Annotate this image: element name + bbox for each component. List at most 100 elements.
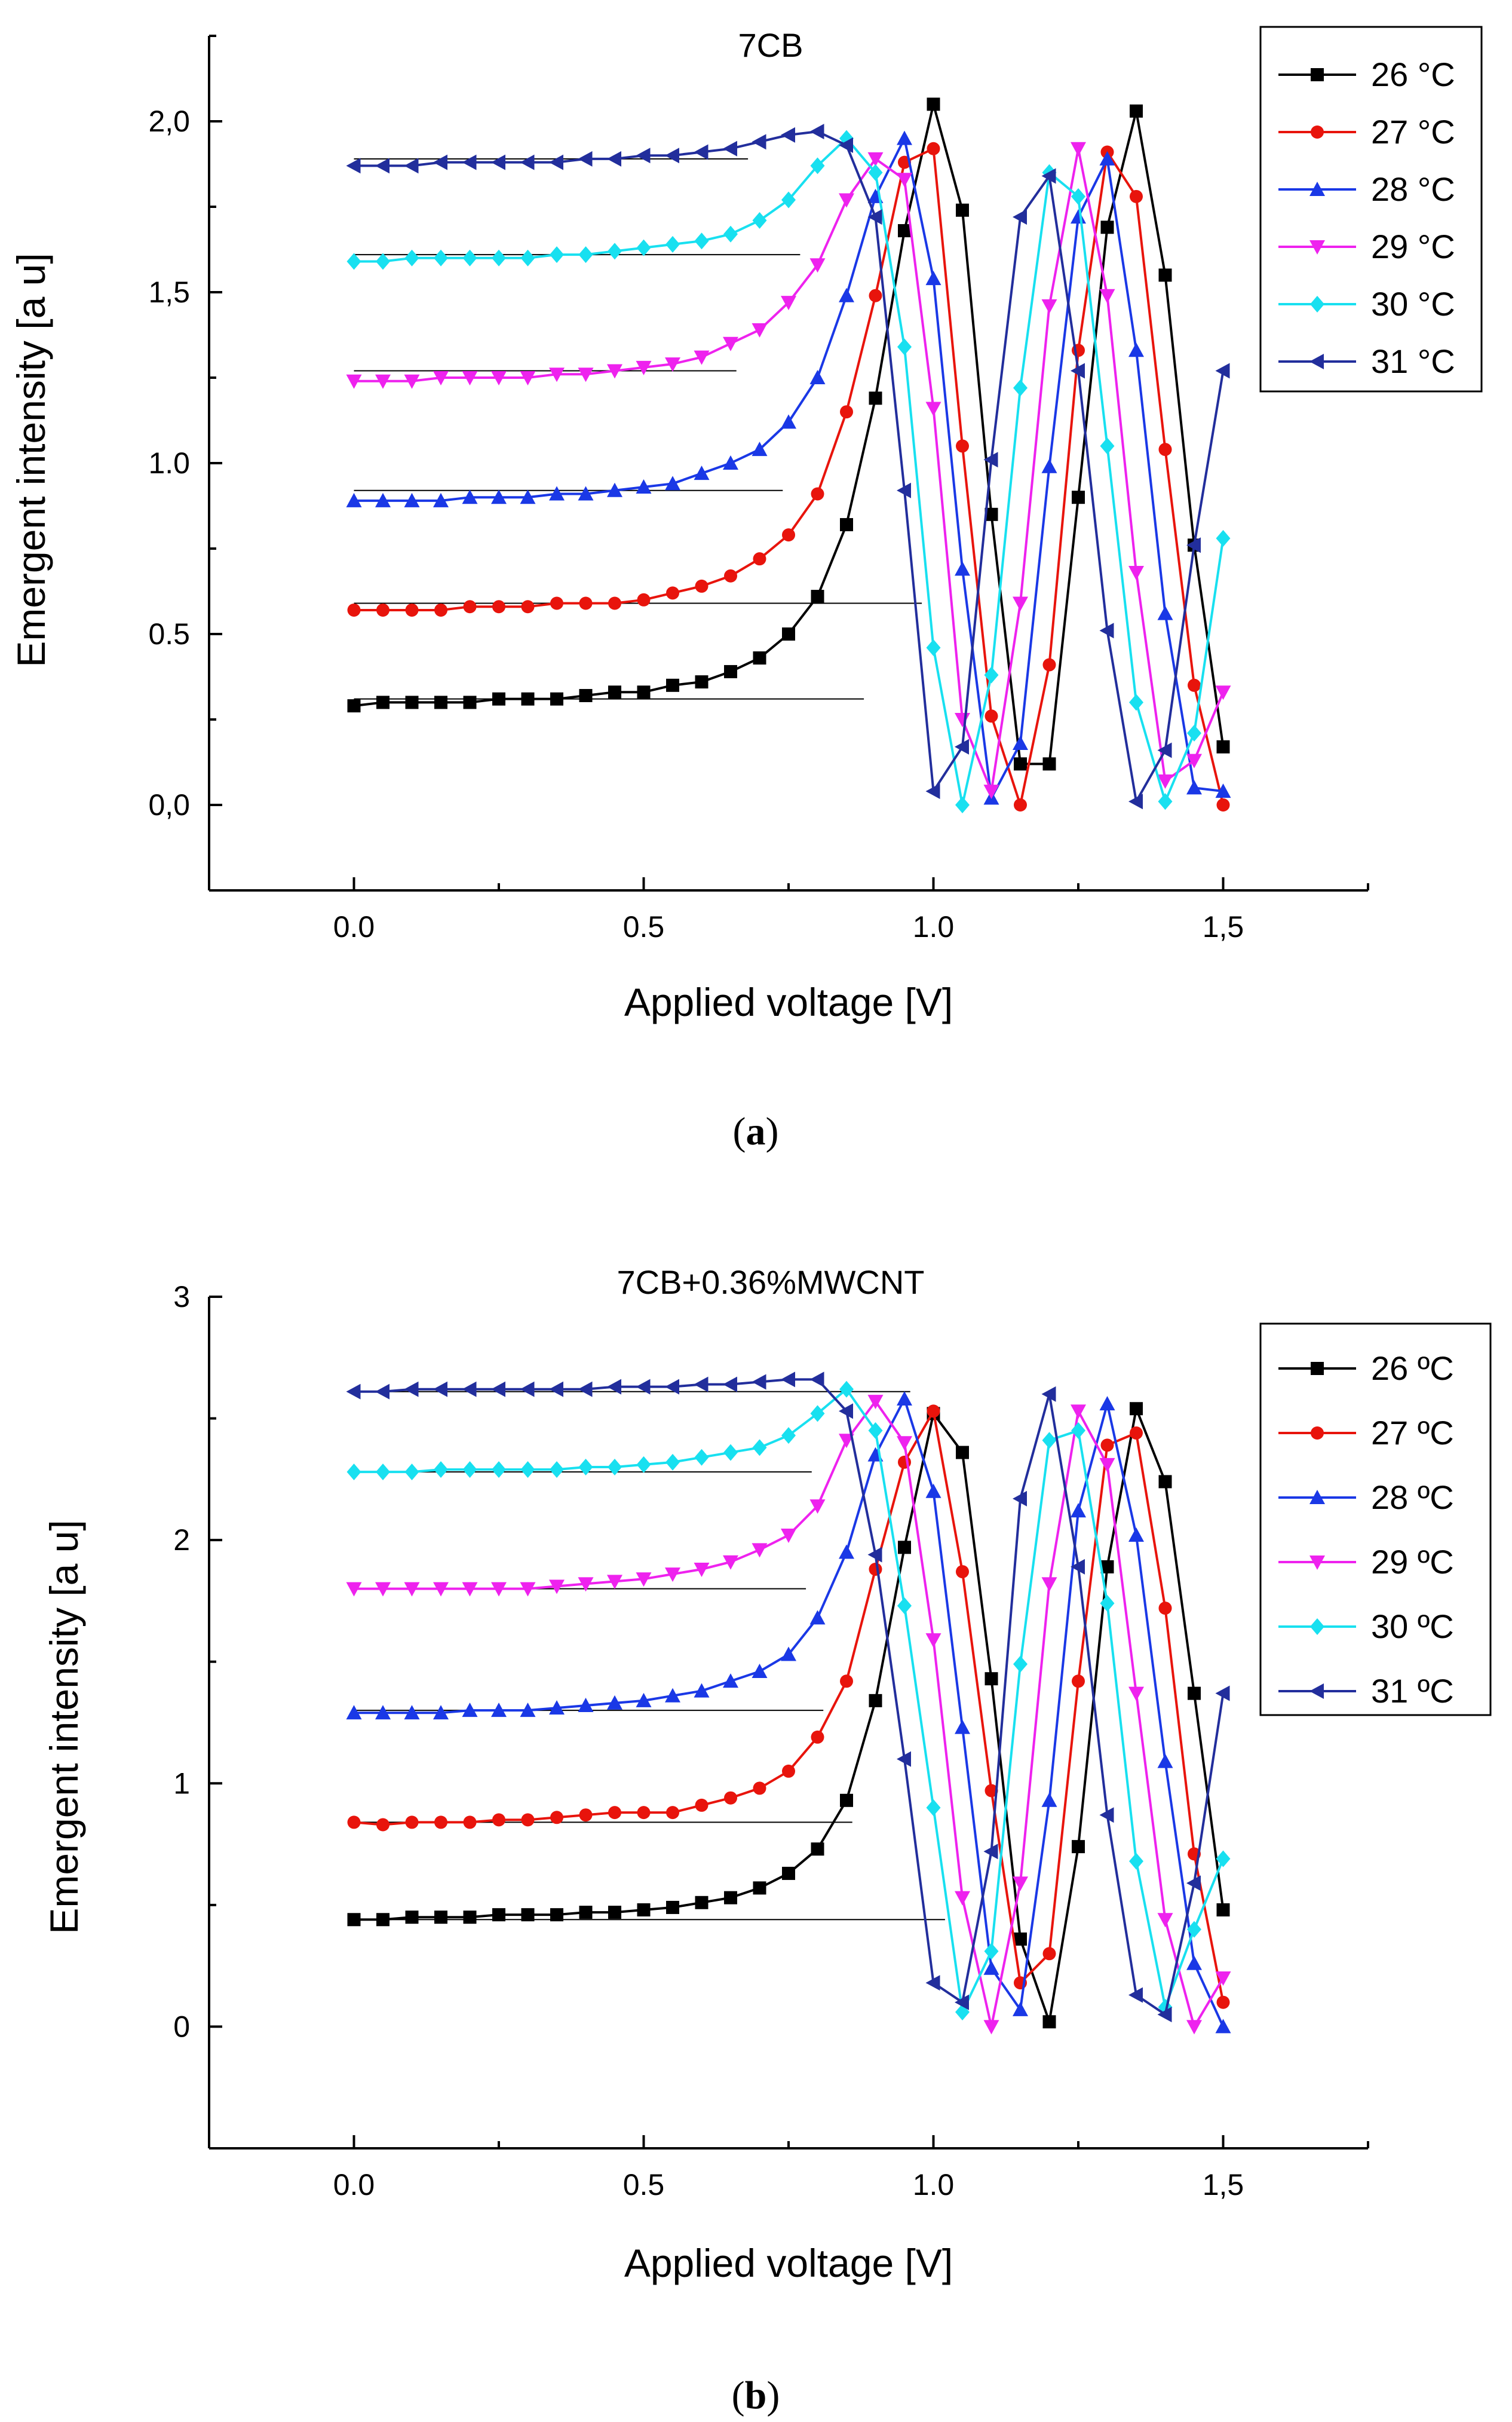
data-point <box>1188 678 1201 692</box>
data-point <box>839 1380 854 1398</box>
data-point <box>1129 694 1143 711</box>
caption-suffix: ) <box>766 2374 780 2417</box>
data-point <box>723 140 737 157</box>
data-point <box>1013 596 1028 611</box>
data-point <box>549 154 563 170</box>
data-point <box>898 224 911 238</box>
series-29C <box>346 142 1231 800</box>
legend: 26 °C 27 °C 28 °C 29 °C 30 °C 31 °C <box>1259 26 1483 393</box>
chart-title: 7CB+0.36%MWCNT <box>617 1263 924 1301</box>
series-26C <box>347 1402 1230 2029</box>
data-point <box>985 709 998 723</box>
legend-label: 26 ºC <box>1371 1349 1454 1387</box>
panel-caption: (b) <box>732 2374 780 2417</box>
data-point <box>1041 1386 1056 1402</box>
data-point <box>1216 1995 1230 2009</box>
y-tick-label: 2,0 <box>148 105 190 138</box>
data-point <box>346 158 361 174</box>
series-28C <box>346 1391 1231 2034</box>
caption-prefix: ( <box>733 1110 746 1153</box>
data-point <box>868 164 883 181</box>
data-point <box>462 1582 478 1597</box>
series-27C <box>347 1404 1230 2009</box>
legend-label: 26 °C <box>1371 56 1455 93</box>
data-point <box>1129 1853 1143 1870</box>
data-point <box>637 1806 651 1820</box>
data-point <box>956 203 969 217</box>
data-point <box>1188 1686 1201 1700</box>
legend-marker <box>1309 1490 1325 1504</box>
data-point <box>809 258 826 273</box>
data-point <box>840 518 853 531</box>
legend-marker <box>1311 68 1324 81</box>
data-point <box>781 127 795 143</box>
data-point <box>549 1700 565 1715</box>
data-point <box>375 158 389 174</box>
data-point <box>1013 209 1027 225</box>
data-point <box>346 253 361 270</box>
data-point <box>1130 189 1143 203</box>
data-point <box>520 1381 535 1397</box>
data-point <box>694 1449 709 1466</box>
data-point <box>898 1541 911 1554</box>
data-point <box>665 476 680 491</box>
data-point <box>376 1463 390 1481</box>
data-point <box>608 1806 621 1820</box>
data-point <box>1187 724 1201 742</box>
data-point <box>1071 188 1085 205</box>
data-point <box>405 1815 419 1829</box>
data-point <box>695 579 709 593</box>
data-point <box>549 486 565 501</box>
data-point <box>1071 1404 1086 1419</box>
series-30C <box>346 130 1231 813</box>
data-point <box>346 1582 362 1597</box>
data-point <box>1187 1921 1201 1938</box>
data-point <box>492 600 505 614</box>
data-point <box>694 232 709 250</box>
data-point <box>1130 1426 1143 1440</box>
data-point <box>753 651 766 665</box>
x-axis-label: Applied voltage [V] <box>624 980 953 1024</box>
data-point <box>550 1811 563 1824</box>
x-tick-label: 1.0 <box>913 2168 955 2201</box>
legend-marker <box>1309 1683 1324 1699</box>
data-point <box>578 246 593 264</box>
data-point <box>434 1910 447 1924</box>
data-point <box>434 1461 448 1478</box>
data-point <box>1072 1674 1085 1688</box>
data-point <box>925 1975 940 1991</box>
data-point <box>434 249 448 267</box>
x-tick-label: 0.5 <box>623 2168 665 2201</box>
legend-marker <box>1311 1426 1324 1440</box>
data-point <box>579 1906 593 1919</box>
data-point <box>433 1381 447 1397</box>
data-point <box>636 360 652 375</box>
data-point <box>925 271 941 286</box>
data-point <box>404 158 419 174</box>
data-point <box>404 492 420 507</box>
data-point <box>840 1674 853 1688</box>
data-point <box>550 596 563 610</box>
data-point <box>347 1913 361 1927</box>
data-point <box>782 528 795 542</box>
data-point <box>636 239 651 256</box>
data-point <box>462 1703 478 1717</box>
data-point <box>1157 774 1173 789</box>
series-line <box>354 1407 1225 2023</box>
data-point <box>666 1900 679 1914</box>
data-point <box>983 785 999 800</box>
data-point <box>1071 1558 1085 1575</box>
data-point <box>1041 458 1057 473</box>
data-point <box>753 1881 766 1895</box>
data-point <box>520 489 536 504</box>
data-point <box>839 1544 854 1559</box>
data-point <box>781 414 796 429</box>
data-point <box>752 134 766 150</box>
data-point <box>492 1813 505 1827</box>
data-point <box>375 374 391 389</box>
data-point <box>608 1459 622 1475</box>
caption-prefix: ( <box>732 2374 745 2417</box>
data-point <box>375 1582 391 1597</box>
data-point <box>1042 2015 1056 2029</box>
data-point <box>955 713 970 727</box>
